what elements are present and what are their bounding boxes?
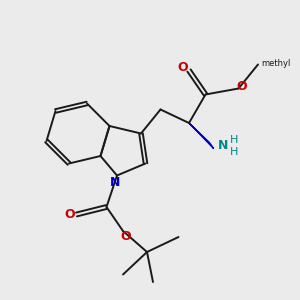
Text: O: O: [178, 61, 188, 74]
Text: N: N: [218, 139, 229, 152]
Text: H: H: [230, 147, 238, 157]
Text: O: O: [64, 208, 75, 221]
Text: H: H: [230, 135, 238, 145]
Text: O: O: [236, 80, 247, 94]
Text: O: O: [121, 230, 131, 243]
Text: methyl: methyl: [261, 58, 290, 68]
Polygon shape: [189, 123, 214, 148]
Text: N: N: [110, 176, 121, 189]
